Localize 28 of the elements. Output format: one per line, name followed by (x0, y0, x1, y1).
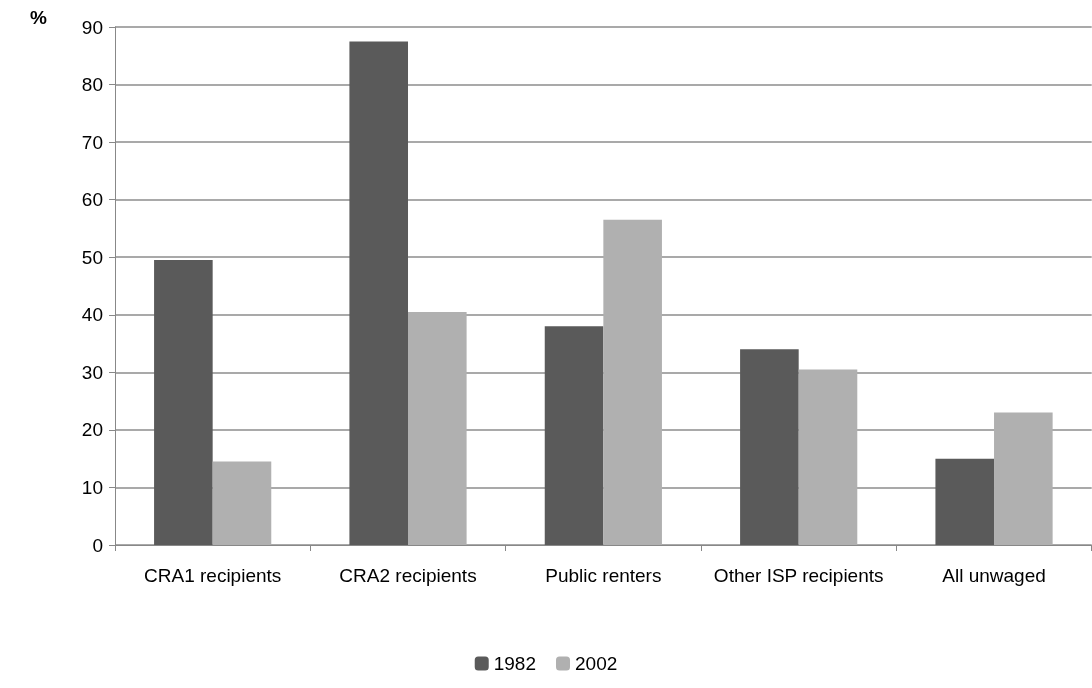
bar (740, 349, 799, 545)
bar (212, 461, 272, 545)
y-tick-label: 30 (81, 361, 103, 383)
x-tick-label: All unwaged (942, 564, 1046, 586)
y-axis-title: % (30, 7, 48, 28)
x-tick-label: CRA2 recipients (339, 564, 477, 586)
bar (544, 326, 604, 545)
y-tick-label: 10 (81, 476, 103, 498)
y-tick-label: 90 (81, 16, 103, 38)
x-tick-label: Other ISP recipients (713, 564, 884, 586)
y-tick-label: 0 (92, 534, 103, 556)
x-tick-label: CRA1 recipients (144, 564, 282, 586)
legend-label: 2002 (575, 653, 618, 674)
y-tick-label: 50 (81, 246, 103, 268)
y-tick-label: 60 (81, 189, 103, 211)
bar (154, 260, 213, 545)
bar (798, 369, 858, 545)
bar (935, 458, 995, 545)
y-tick-label: 40 (81, 304, 103, 326)
bar (408, 311, 467, 545)
y-tick-label: 20 (81, 419, 103, 441)
x-tick-label: Public renters (545, 564, 662, 586)
legend-label: 1982 (493, 653, 537, 674)
bar (994, 412, 1053, 545)
bar (349, 41, 409, 545)
y-tick-label: 80 (81, 74, 103, 96)
y-tick-label: 70 (81, 131, 103, 153)
bar (603, 219, 662, 545)
